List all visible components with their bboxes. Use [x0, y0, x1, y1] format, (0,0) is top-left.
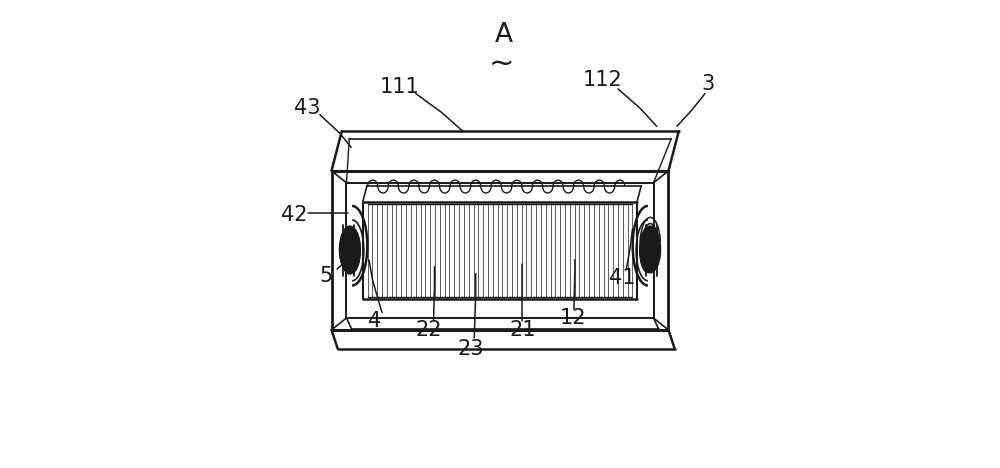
Text: 41: 41: [609, 269, 636, 288]
Text: 42: 42: [281, 205, 307, 225]
Text: 4: 4: [368, 311, 381, 330]
Text: 12: 12: [559, 308, 586, 328]
Text: 112: 112: [583, 70, 623, 89]
Text: 21: 21: [509, 320, 536, 340]
Text: 5: 5: [319, 266, 333, 286]
Text: 3: 3: [701, 74, 714, 94]
Text: 23: 23: [458, 339, 484, 358]
Text: 22: 22: [416, 320, 442, 340]
Text: 111: 111: [380, 77, 419, 96]
Polygon shape: [339, 226, 360, 273]
Polygon shape: [640, 226, 661, 273]
Text: A: A: [495, 22, 513, 48]
Text: 43: 43: [294, 98, 320, 117]
Text: ~: ~: [489, 50, 514, 79]
